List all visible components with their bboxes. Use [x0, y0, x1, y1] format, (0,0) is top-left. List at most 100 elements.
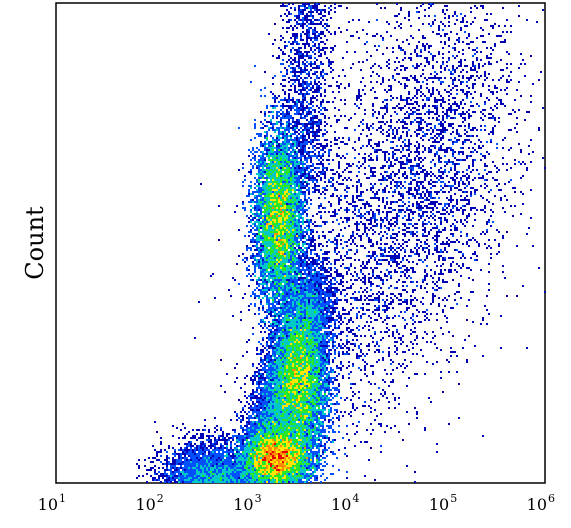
density-point: [316, 105, 318, 107]
density-point: [432, 81, 434, 83]
density-point: [288, 245, 290, 247]
density-point: [294, 7, 296, 9]
density-point: [442, 191, 444, 193]
density-point: [314, 97, 316, 99]
density-point: [278, 237, 280, 239]
density-point: [492, 131, 494, 133]
density-point: [272, 223, 274, 225]
density-point: [290, 145, 292, 147]
density-point: [420, 217, 422, 219]
density-point: [390, 125, 392, 127]
density-point: [306, 69, 308, 71]
density-point: [454, 187, 456, 189]
density-point: [272, 207, 274, 209]
density-point: [276, 57, 278, 59]
density-point: [416, 155, 418, 157]
density-point: [278, 151, 280, 153]
density-point: [378, 179, 380, 181]
density-point: [388, 207, 390, 209]
density-point: [296, 105, 298, 107]
density-point: [404, 121, 406, 123]
density-point: [298, 241, 300, 243]
density-point: [286, 175, 288, 177]
density-point: [328, 25, 330, 27]
density-point: [414, 173, 416, 175]
density-point: [348, 137, 350, 139]
density-point: [272, 233, 274, 235]
density-point: [320, 31, 322, 33]
density-point: [422, 197, 424, 199]
density-point: [300, 221, 302, 223]
density-point: [390, 207, 392, 209]
density-point: [454, 179, 456, 181]
density-point: [406, 135, 408, 137]
density-point: [356, 233, 358, 235]
density-point: [294, 181, 296, 183]
density-point: [286, 135, 288, 137]
density-point: [254, 155, 256, 157]
density-point: [310, 113, 312, 115]
density-point: [260, 243, 262, 245]
density-point: [450, 73, 452, 75]
density-point: [514, 99, 516, 101]
density-point: [270, 233, 272, 235]
density-point: [262, 221, 264, 223]
density-point: [472, 151, 474, 153]
density-point: [258, 165, 260, 167]
density-point: [258, 133, 260, 135]
density-point: [452, 207, 454, 209]
density-point: [446, 111, 448, 113]
density-point: [410, 121, 412, 123]
density-point: [386, 31, 388, 33]
density-point: [262, 211, 264, 213]
density-point: [356, 245, 358, 247]
density-point: [342, 137, 344, 139]
density-point: [418, 193, 420, 195]
density-point: [284, 237, 286, 239]
density-point: [330, 241, 332, 243]
density-point: [326, 57, 328, 59]
density-point: [460, 219, 462, 221]
density-point: [284, 171, 286, 173]
density-point: [432, 77, 434, 79]
density-point: [288, 129, 290, 131]
density-point: [316, 155, 318, 157]
density-point: [264, 247, 266, 249]
density-point: [258, 203, 260, 205]
density-point: [312, 191, 314, 193]
density-point: [300, 229, 302, 231]
density-point: [318, 211, 320, 213]
density-point: [462, 91, 464, 93]
density-point: [272, 149, 274, 151]
density-point: [358, 179, 360, 181]
density-point: [338, 75, 340, 77]
density-point: [302, 63, 304, 65]
density-point: [254, 235, 256, 237]
density-point: [284, 229, 286, 231]
density-point: [282, 107, 284, 109]
density-point: [300, 201, 302, 203]
density-point: [478, 245, 480, 247]
density-point: [290, 133, 292, 135]
density-point: [516, 89, 518, 91]
density-point: [258, 229, 260, 231]
density-point: [302, 117, 304, 119]
density-point: [318, 9, 320, 11]
density-point: [310, 5, 312, 7]
density-point: [468, 201, 470, 203]
density-point: [272, 43, 274, 45]
density-point: [522, 175, 524, 177]
density-point: [250, 215, 252, 217]
density-point: [314, 191, 316, 193]
density-point: [514, 163, 516, 165]
density-point: [306, 169, 308, 171]
density-point: [300, 193, 302, 195]
density-point: [286, 195, 288, 197]
density-point: [308, 179, 310, 181]
density-point: [304, 141, 306, 143]
density-point: [326, 189, 328, 191]
density-point: [468, 109, 470, 111]
density-point: [282, 213, 284, 215]
density-point: [300, 199, 302, 201]
density-point: [348, 139, 350, 141]
